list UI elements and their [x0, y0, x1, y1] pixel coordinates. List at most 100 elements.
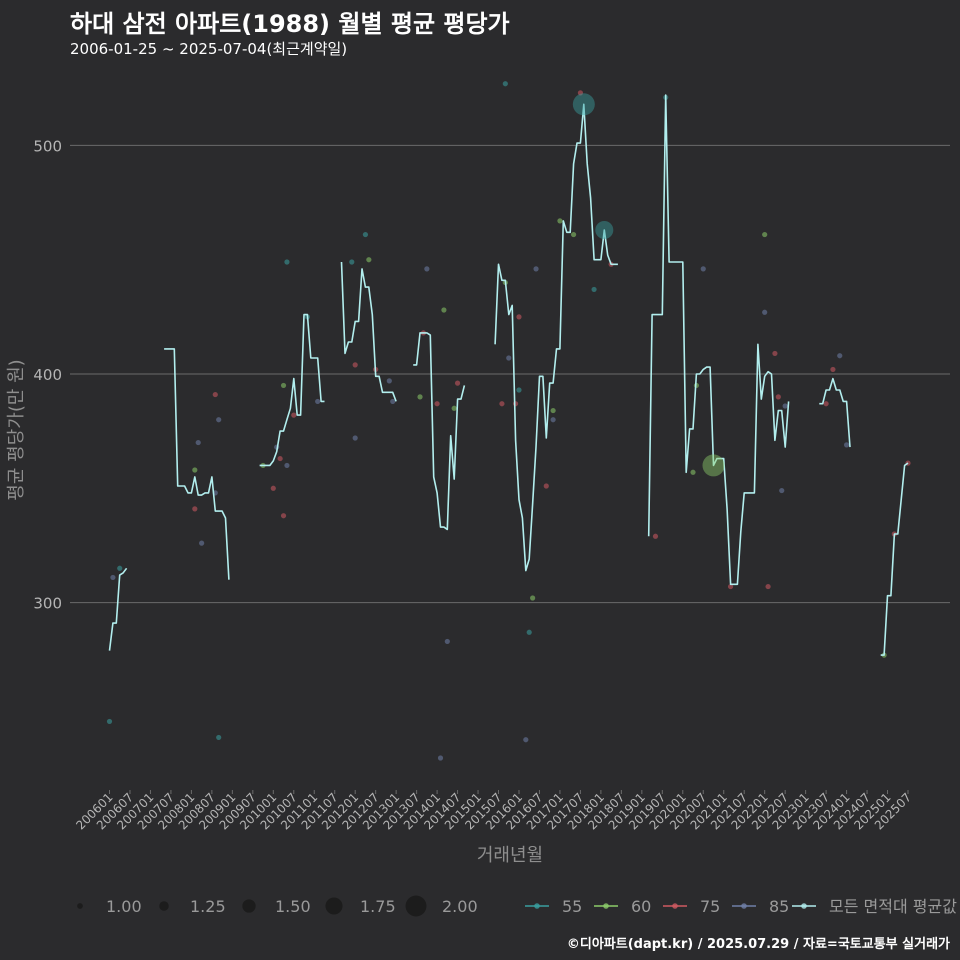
legend-series-label: 85 [769, 897, 789, 916]
legend-size-label: 1.75 [360, 897, 396, 916]
point-85 [315, 398, 321, 405]
point-55 [106, 718, 113, 725]
point-85 [444, 638, 450, 645]
legend-swatch-point [534, 903, 540, 909]
point-85 [216, 417, 222, 423]
point-55 [284, 259, 290, 265]
legend-size-swatch [159, 901, 169, 911]
average-line-segment [647, 94, 790, 586]
legend-size-label: 1.00 [106, 897, 142, 916]
point-60 [280, 382, 287, 389]
point-60 [441, 307, 447, 313]
point-75 [543, 483, 549, 489]
average-line-segment [259, 313, 325, 467]
highlight-marker-60 [702, 454, 725, 477]
point-55 [362, 231, 369, 238]
point-55 [502, 81, 508, 87]
point-75 [516, 314, 522, 320]
y-axis-ticks: 300 400 500 [33, 137, 62, 612]
point-55 [349, 259, 355, 265]
y-tick-label: 500 [33, 137, 62, 155]
legend-size-swatch [405, 895, 427, 917]
point-60 [417, 394, 423, 400]
point-85 [779, 487, 785, 494]
legend-size-swatch [77, 903, 83, 909]
point-55 [516, 387, 522, 393]
point-75 [499, 401, 505, 407]
legend-series-label: 60 [631, 897, 651, 916]
point-75 [270, 485, 276, 491]
average-line [108, 94, 909, 656]
point-85 [437, 755, 444, 761]
highlight-marker-55 [572, 93, 595, 116]
point-55 [526, 629, 532, 635]
point-60 [570, 231, 577, 238]
point-60 [530, 595, 536, 601]
point-60 [192, 467, 198, 473]
point-85 [195, 439, 201, 446]
point-85 [523, 737, 529, 743]
point-75 [577, 90, 584, 96]
point-75 [823, 401, 829, 407]
point-75 [352, 362, 358, 368]
legend: 1.00 1.25 1.50 1.75 2.00 55 60 75 85 모든 면적대 평균값 [77, 895, 957, 917]
point-85 [284, 462, 290, 469]
point-75 [212, 391, 218, 398]
point-75 [775, 394, 781, 400]
point-85 [199, 540, 205, 546]
chart-title: 하대 삼전 아파트(1988) 월별 평균 평당가 [70, 10, 510, 38]
point-60 [690, 469, 696, 475]
legend-series-label: 55 [562, 897, 582, 916]
legend-swatch-point [741, 903, 747, 909]
point-75 [192, 506, 198, 512]
y-tick-label: 300 [33, 595, 62, 613]
scatter-points [106, 81, 911, 761]
point-85 [110, 574, 116, 581]
point-75 [512, 401, 519, 407]
point-60 [557, 218, 563, 224]
average-line-segment [494, 103, 618, 572]
point-75 [454, 380, 461, 386]
point-85 [386, 378, 392, 384]
point-85 [533, 266, 539, 272]
point-75 [280, 513, 287, 519]
point-55 [591, 286, 597, 293]
y-axis-title: 평균 평당가(만 원) [6, 359, 27, 500]
point-75 [277, 455, 283, 462]
y-tick-label: 400 [33, 366, 62, 384]
point-85 [700, 266, 706, 272]
point-75 [772, 350, 778, 357]
point-85 [550, 417, 556, 423]
legend-swatch-point [603, 903, 609, 909]
source-caption: ©디아파트(dapt.kr) / 2025.07.29 / 자료=국토교통부 실… [566, 937, 950, 952]
highlight-markers [572, 93, 725, 477]
average-line-segment [164, 348, 230, 580]
point-85 [506, 355, 512, 361]
point-75 [434, 401, 440, 407]
x-axis-title: 거래년월 [477, 845, 543, 866]
point-85 [837, 353, 843, 359]
point-85 [424, 266, 430, 272]
point-55 [216, 734, 222, 741]
average-line-segment [880, 462, 909, 656]
point-75 [652, 533, 659, 539]
point-75 [830, 366, 836, 373]
point-60 [451, 405, 457, 411]
chart-subtitle: 2006-01-25 ~ 2025-07-04(최근계약일) [70, 40, 348, 58]
grid-lines [70, 144, 950, 604]
legend-swatch-point [672, 903, 678, 909]
point-85 [762, 309, 768, 315]
point-55 [117, 565, 123, 571]
point-85 [843, 442, 850, 448]
x-axis-ticks: 2006012006072007012007072008012008072009… [73, 790, 914, 833]
legend-swatch-point [801, 903, 807, 909]
point-75 [765, 583, 771, 590]
average-line-segment [413, 332, 466, 531]
point-85 [352, 435, 358, 441]
average-line-segment [108, 567, 128, 651]
point-60 [550, 407, 556, 414]
legend-series-label: 모든 면적대 평균값 [829, 897, 957, 916]
point-75 [727, 583, 734, 590]
point-75 [291, 412, 297, 418]
